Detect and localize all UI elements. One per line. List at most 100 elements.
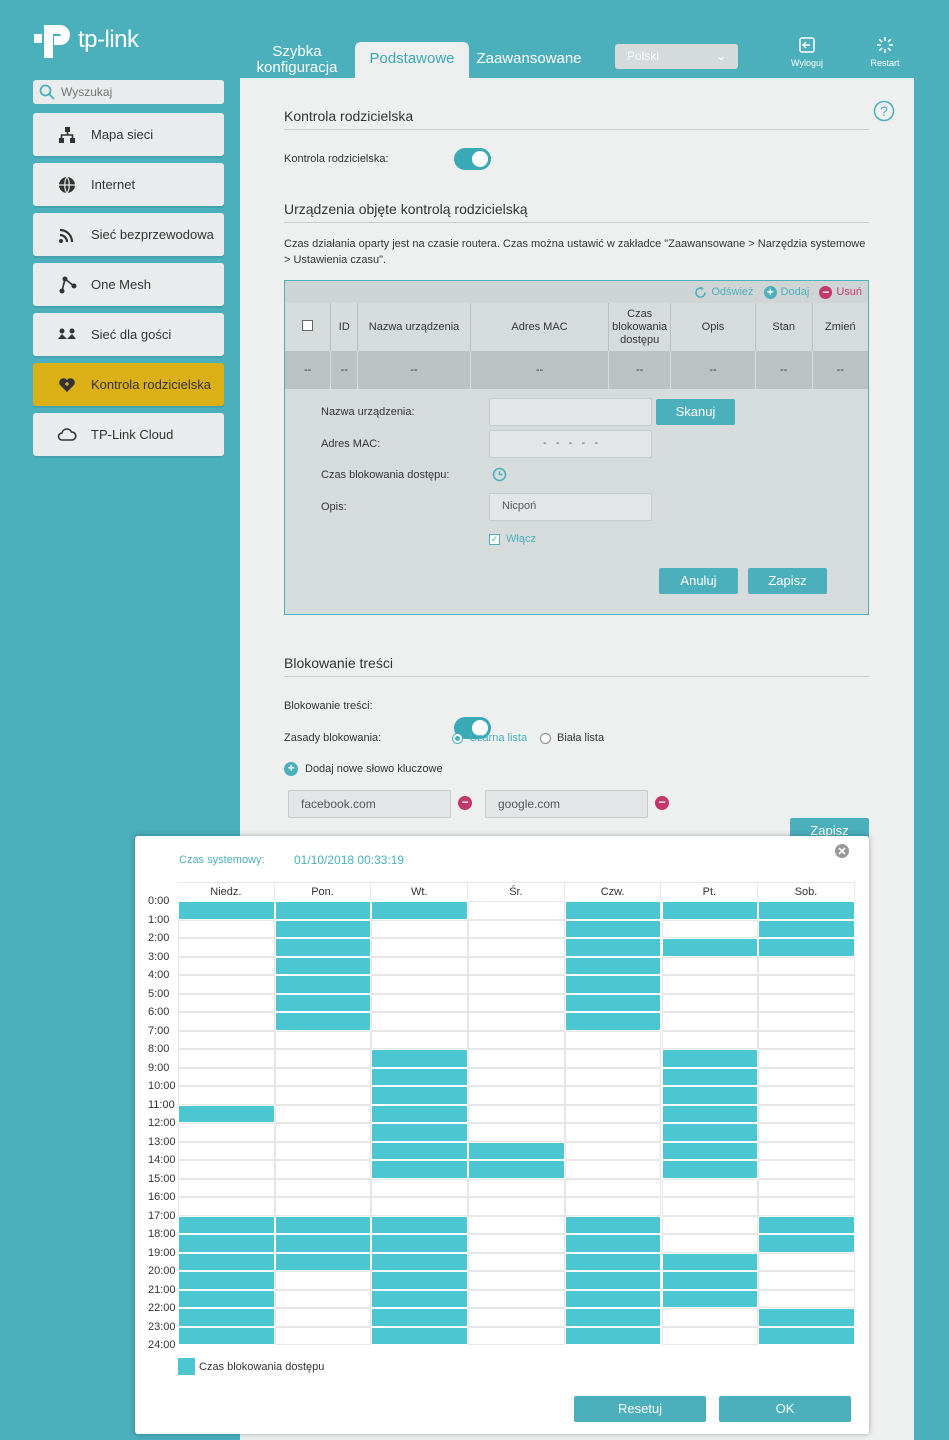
schedule-cell-blocked[interactable] xyxy=(661,1160,759,1179)
tab-quick-setup[interactable]: Szybka konfiguracja xyxy=(256,43,338,76)
schedule-cell-blocked[interactable] xyxy=(274,938,372,957)
tab-advanced[interactable]: Zaawansowane xyxy=(476,50,582,67)
description-input[interactable]: Nicpoń xyxy=(489,493,652,521)
schedule-cell[interactable] xyxy=(274,1086,372,1105)
schedule-cell[interactable] xyxy=(178,1030,275,1049)
sidebar-item-one-mesh[interactable]: One Mesh xyxy=(33,263,224,306)
schedule-cell-blocked[interactable] xyxy=(371,901,469,920)
reset-button[interactable]: Resetuj xyxy=(574,1396,706,1422)
schedule-cell-blocked[interactable] xyxy=(274,1215,372,1234)
schedule-cell[interactable] xyxy=(178,993,275,1012)
schedule-cell-blocked[interactable] xyxy=(274,901,372,920)
schedule-cell[interactable] xyxy=(468,975,565,994)
enable-checkbox[interactable]: ✓ Włącz xyxy=(489,533,536,545)
schedule-cell[interactable] xyxy=(661,1308,759,1327)
schedule-cell[interactable] xyxy=(274,1067,372,1086)
close-button[interactable] xyxy=(834,843,850,862)
schedule-cell-blocked[interactable] xyxy=(178,901,275,920)
schedule-cell[interactable] xyxy=(274,1271,372,1290)
schedule-cell[interactable] xyxy=(274,1326,372,1345)
schedule-cell-blocked[interactable] xyxy=(661,1271,759,1290)
ok-button[interactable]: OK xyxy=(719,1396,851,1422)
schedule-cell-blocked[interactable] xyxy=(758,1215,855,1234)
schedule-cell[interactable] xyxy=(758,1049,855,1068)
schedule-cell[interactable] xyxy=(468,1178,565,1197)
schedule-cell[interactable] xyxy=(468,1123,565,1142)
schedule-cell[interactable] xyxy=(178,1067,275,1086)
schedule-cell[interactable] xyxy=(758,1012,855,1031)
remove-keyword-icon[interactable]: − xyxy=(655,796,669,810)
schedule-cell[interactable] xyxy=(468,919,565,938)
schedule-cell[interactable] xyxy=(758,975,855,994)
schedule-cell[interactable] xyxy=(371,938,469,957)
schedule-cell[interactable] xyxy=(274,1104,372,1123)
schedule-cell[interactable] xyxy=(758,1086,855,1105)
schedule-cell-blocked[interactable] xyxy=(758,1308,855,1327)
schedule-cell-blocked[interactable] xyxy=(661,1252,759,1271)
schedule-cell-blocked[interactable] xyxy=(661,1086,759,1105)
schedule-cell-blocked[interactable] xyxy=(178,1308,275,1327)
sidebar-item-wireless[interactable]: Sieć bezprzewodowa xyxy=(33,213,224,256)
schedule-cell[interactable] xyxy=(468,1215,565,1234)
schedule-cell[interactable] xyxy=(468,956,565,975)
schedule-cell-blocked[interactable] xyxy=(178,1104,275,1123)
schedule-cell[interactable] xyxy=(178,975,275,994)
schedule-cell-blocked[interactable] xyxy=(468,1160,565,1179)
schedule-cell[interactable] xyxy=(371,1030,469,1049)
schedule-cell[interactable] xyxy=(564,1104,662,1123)
schedule-cell-blocked[interactable] xyxy=(371,1160,469,1179)
schedule-cell[interactable] xyxy=(371,975,469,994)
schedule-cell[interactable] xyxy=(178,1049,275,1068)
keyword-input[interactable]: facebook.com xyxy=(288,790,451,818)
schedule-cell-blocked[interactable] xyxy=(371,1289,469,1308)
keyword-input[interactable]: google.com xyxy=(485,790,648,818)
schedule-cell-blocked[interactable] xyxy=(564,1289,662,1308)
schedule-cell[interactable] xyxy=(661,993,759,1012)
scan-button[interactable]: Skanuj xyxy=(656,399,735,425)
schedule-cell[interactable] xyxy=(468,1252,565,1271)
schedule-cell[interactable] xyxy=(758,1271,855,1290)
blacklist-radio[interactable]: Czarna lista xyxy=(452,732,527,744)
schedule-cell-blocked[interactable] xyxy=(564,901,662,920)
schedule-cell[interactable] xyxy=(661,975,759,994)
schedule-cell[interactable] xyxy=(468,1030,565,1049)
schedule-cell[interactable] xyxy=(468,1197,565,1216)
schedule-cell[interactable] xyxy=(661,1326,759,1345)
mac-address-input[interactable]: - - - - - xyxy=(489,430,652,458)
schedule-cell-blocked[interactable] xyxy=(564,1234,662,1253)
schedule-cell[interactable] xyxy=(178,1141,275,1160)
schedule-cell-blocked[interactable] xyxy=(564,938,662,957)
schedule-cell-blocked[interactable] xyxy=(564,919,662,938)
schedule-cell-blocked[interactable] xyxy=(274,1012,372,1031)
schedule-cell[interactable] xyxy=(468,1326,565,1345)
schedule-cell-blocked[interactable] xyxy=(371,1067,469,1086)
schedule-cell[interactable] xyxy=(758,1289,855,1308)
schedule-cell[interactable] xyxy=(758,1104,855,1123)
schedule-cell-blocked[interactable] xyxy=(661,901,759,920)
schedule-cell-blocked[interactable] xyxy=(661,1104,759,1123)
schedule-cell[interactable] xyxy=(564,1141,662,1160)
schedule-cell[interactable] xyxy=(274,1049,372,1068)
schedule-cell[interactable] xyxy=(661,956,759,975)
schedule-cell[interactable] xyxy=(178,938,275,957)
schedule-cell-blocked[interactable] xyxy=(178,1289,275,1308)
schedule-cell[interactable] xyxy=(758,956,855,975)
delete-button[interactable]: − Usuń xyxy=(819,285,862,299)
schedule-cell-blocked[interactable] xyxy=(371,1104,469,1123)
schedule-cell[interactable] xyxy=(758,1067,855,1086)
schedule-cell[interactable] xyxy=(371,993,469,1012)
schedule-cell-blocked[interactable] xyxy=(274,1234,372,1253)
schedule-cell[interactable] xyxy=(178,956,275,975)
schedule-cell-blocked[interactable] xyxy=(564,956,662,975)
schedule-cell-blocked[interactable] xyxy=(661,1067,759,1086)
schedule-cell[interactable] xyxy=(468,1104,565,1123)
schedule-cell-blocked[interactable] xyxy=(564,993,662,1012)
schedule-cell-blocked[interactable] xyxy=(758,1234,855,1253)
schedule-cell-blocked[interactable] xyxy=(564,975,662,994)
sidebar-item-tplink-cloud[interactable]: TP-Link Cloud xyxy=(33,413,224,456)
schedule-cell[interactable] xyxy=(274,1160,372,1179)
schedule-cell-blocked[interactable] xyxy=(274,975,372,994)
schedule-cell[interactable] xyxy=(274,1289,372,1308)
schedule-cell-blocked[interactable] xyxy=(274,919,372,938)
schedule-cell[interactable] xyxy=(274,1308,372,1327)
